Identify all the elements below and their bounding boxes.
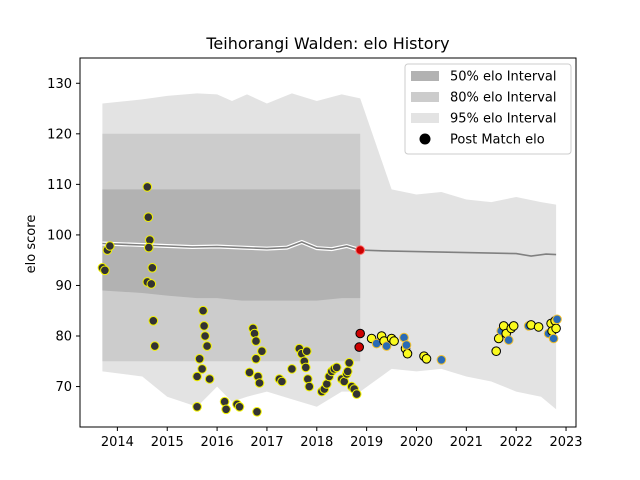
history-point [344, 358, 355, 368]
y-tick-label: 90 [55, 279, 72, 294]
history-point [198, 305, 208, 316]
legend-swatch-band-95 [411, 113, 439, 123]
history-point [354, 342, 365, 352]
x-tick-label: 2019 [350, 435, 383, 450]
history-point [142, 182, 153, 192]
history-point [251, 336, 261, 346]
y-tick-label: 110 [47, 178, 72, 193]
history-point [148, 316, 159, 326]
x-tick-label: 2015 [151, 435, 184, 450]
history-point [192, 371, 202, 382]
history-point [147, 263, 158, 273]
history-point [303, 374, 313, 384]
history-point [302, 346, 312, 357]
forecast-point [551, 323, 561, 334]
history-point [204, 374, 215, 384]
history-point [342, 366, 353, 377]
history-point [192, 402, 202, 412]
forecast-point [402, 348, 413, 359]
y-tick-label: 130 [47, 77, 72, 92]
forecast-point [508, 321, 519, 331]
history-point [351, 389, 362, 399]
current-elo-point [355, 245, 366, 255]
legend-label: 50% elo Interval [450, 70, 557, 85]
y-tick-label: 100 [47, 228, 72, 243]
x-tick-label: 2017 [250, 435, 283, 450]
history-point [331, 362, 342, 373]
forecast-point [389, 336, 399, 346]
forecast-point [381, 341, 392, 351]
forecast-point [436, 355, 447, 365]
y-tick-label: 120 [47, 127, 72, 142]
history-point [146, 279, 157, 289]
forecast-point [401, 340, 412, 350]
forecast-point [533, 322, 544, 332]
x-tick-label: 2022 [500, 435, 533, 450]
history-point [301, 362, 311, 373]
history-point [257, 346, 267, 357]
history-point [199, 321, 209, 331]
forecast-point [503, 335, 514, 345]
history-point [254, 378, 265, 388]
history-point [194, 354, 205, 364]
legend: 50% elo Interval 80% elo Interval 95% elo … [404, 63, 572, 155]
history-point [304, 381, 315, 392]
legend-swatch-band-50 [411, 71, 439, 81]
legend-label: 95% elo Interval [450, 112, 557, 127]
mean-line-forecast [360, 249, 557, 257]
history-point [355, 328, 366, 339]
mean-line-history [102, 241, 361, 251]
legend-box [404, 63, 572, 155]
history-point [244, 367, 255, 378]
x-tick-label: 2016 [201, 435, 234, 450]
x-tick-label: 2023 [549, 435, 582, 450]
history-point [251, 354, 261, 364]
y-tick-label: 80 [55, 330, 72, 345]
x-tick-label: 2014 [101, 435, 134, 450]
history-point [249, 328, 260, 339]
legend-swatch-band-80 [411, 92, 439, 102]
history-point [219, 396, 230, 407]
x-tick-label: 2021 [450, 435, 483, 450]
history-point [234, 402, 245, 412]
y-axis-label: elo score [24, 215, 39, 274]
forecast-point [552, 314, 562, 325]
history-point [202, 341, 212, 351]
history-point [197, 364, 207, 374]
x-tick-label: 2020 [400, 435, 433, 450]
history-point [144, 242, 154, 253]
history-point [277, 376, 287, 387]
y-tick-label: 70 [55, 380, 72, 395]
forecast-point [491, 346, 502, 357]
chart-title: Teihorangi Walden: elo History [205, 34, 449, 53]
history-point [143, 212, 154, 222]
forecast-point [548, 333, 559, 344]
plot-frame [79, 57, 577, 428]
history-point [287, 364, 297, 374]
axes: 2014 2015 2016 2017 2018 2019 2020 2021 2022 2023… [47, 57, 583, 450]
plot-area [97, 93, 562, 417]
legend-label: 80% elo Interval [450, 91, 557, 106]
history-point [221, 404, 231, 415]
forecast-point [421, 354, 432, 364]
legend-swatch-point [419, 133, 431, 145]
x-tick-label: 2018 [300, 435, 333, 450]
history-point [105, 241, 115, 251]
history-point [200, 331, 210, 341]
legend-label: Post Match elo [450, 133, 545, 148]
history-point [100, 265, 110, 276]
band-50-interval [102, 189, 361, 301]
history-point [252, 407, 262, 417]
history-point [150, 341, 160, 351]
